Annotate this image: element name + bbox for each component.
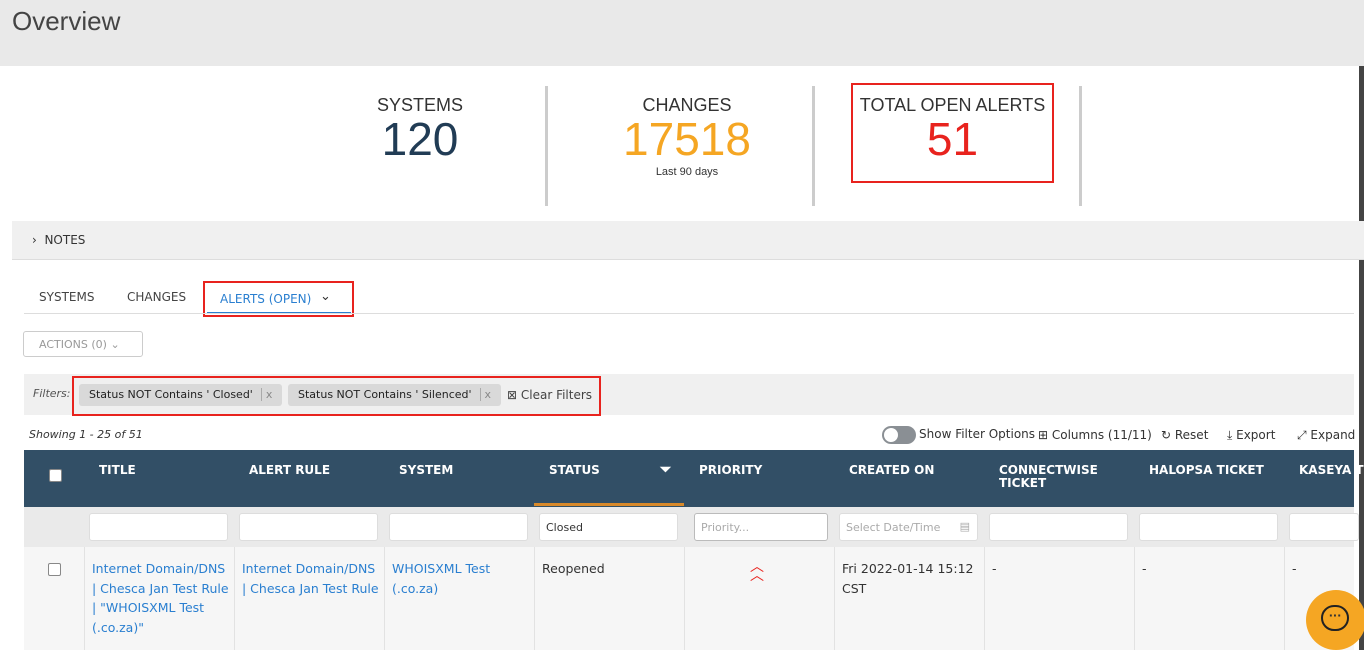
filters-label: Filters: — [33, 387, 71, 400]
date-placeholder: Select Date/Time — [846, 521, 941, 534]
column-kaseya-ticket[interactable]: KASEYA TICKET — [1299, 463, 1364, 477]
system-filter-input[interactable] — [389, 513, 528, 541]
stat-label: TOTAL OPEN ALERTS — [859, 95, 1046, 115]
table-row[interactable]: Internet Domain/DNS | Chesca Jan Test Ru… — [24, 547, 1354, 650]
chat-icon: ··· — [1321, 605, 1349, 631]
status-cell: Reopened — [542, 561, 605, 576]
divider — [1079, 86, 1082, 206]
chevron-down-icon: ⌄ — [110, 338, 120, 351]
stat-changes[interactable]: CHANGES 17518 Last 90 days — [587, 95, 787, 178]
divider — [545, 86, 548, 206]
window-edge — [1359, 66, 1364, 650]
filter-icon[interactable]: ⏷ — [660, 462, 672, 478]
reset-button[interactable]: ↻ Reset — [1161, 428, 1208, 442]
connectwise-cell: - — [992, 561, 997, 576]
grid-icon: ⊞ — [1038, 428, 1052, 442]
download-icon: ⤓ — [1227, 428, 1237, 442]
halopsa-filter-input[interactable] — [1139, 513, 1278, 541]
remove-filter-icon[interactable]: x — [479, 388, 492, 401]
columns-label: Columns (11/11) — [1051, 428, 1152, 442]
export-label: Export — [1236, 428, 1276, 442]
actions-label: ACTIONS (0) — [39, 338, 107, 351]
status-filter-input[interactable]: Closed — [539, 513, 678, 541]
column-connectwise-ticket[interactable]: CONNECTWISE TICKET — [999, 463, 1098, 490]
chevron-right-icon: › — [32, 233, 45, 247]
select-all-checkbox[interactable] — [49, 469, 62, 482]
sorted-column-indicator — [534, 503, 684, 506]
filter-chip[interactable]: Status NOT Contains ' Silenced' x — [288, 384, 502, 406]
column-priority[interactable]: PRIORITY — [699, 463, 763, 477]
stat-value: 120 — [381, 113, 459, 165]
column-status[interactable]: STATUS — [549, 463, 600, 477]
column-filter-row: Closed Priority... Select Date/Time ▤ — [24, 507, 1359, 547]
page-header: Overview — [0, 0, 1364, 66]
filter-chip[interactable]: Status NOT Contains ' Closed' x — [79, 384, 283, 406]
tab-changes[interactable]: CHANGES — [127, 290, 187, 304]
notes-label: NOTES — [44, 233, 86, 247]
export-button[interactable]: ⤓ Export — [1227, 428, 1275, 443]
column-created-on[interactable]: CREATED ON — [849, 463, 935, 477]
stat-label: SYSTEMS — [376, 95, 464, 115]
tab-divider — [24, 313, 1354, 314]
clear-filters-label: Clear Filters — [520, 388, 593, 402]
expand-label: Expand — [1310, 428, 1356, 442]
priority-high-icon: ︿ ︿ — [750, 559, 764, 584]
reset-label: Reset — [1174, 428, 1209, 442]
stat-value: 51 — [926, 113, 979, 165]
stat-value: 17518 — [623, 113, 751, 165]
title-filter-input[interactable] — [89, 513, 228, 541]
tab-systems[interactable]: SYSTEMS — [39, 290, 95, 304]
stat-systems[interactable]: SYSTEMS 120 — [320, 95, 520, 162]
column-halopsa-ticket[interactable]: HALOPSA TICKET — [1149, 463, 1264, 477]
kaseya-filter-input[interactable] — [1289, 513, 1359, 541]
stat-sub: Last 90 days — [655, 166, 719, 178]
column-title[interactable]: TITLE — [99, 463, 136, 477]
columns-button[interactable]: ⊞ Columns (11/11) — [1038, 428, 1152, 442]
created-on-cell: Fri 2022-01-14 15:12 CST — [842, 561, 974, 596]
kaseya-cell: - — [1292, 561, 1297, 576]
clear-filters-button[interactable]: ⊠ Clear Filters — [507, 388, 592, 402]
active-filters-highlight — [72, 376, 601, 416]
alert-rule-filter-input[interactable] — [239, 513, 378, 541]
pagination-info: Showing 1 - 25 of 51 — [29, 428, 143, 441]
system-link[interactable]: WHOISXML Test (.co.za) — [392, 561, 491, 596]
calendar-icon: ▤ — [959, 520, 970, 533]
page-title: Overview — [12, 6, 121, 36]
chip-label: Status NOT Contains ' Silenced' — [298, 388, 472, 401]
chat-button[interactable]: ··· — [1306, 590, 1364, 650]
column-alert-rule[interactable]: ALERT RULE — [249, 463, 331, 477]
divider — [812, 86, 815, 206]
connectwise-filter-input[interactable] — [989, 513, 1128, 541]
chevron-down-icon: ⌄ — [320, 289, 331, 304]
expand-icon: ⤢ — [1297, 428, 1311, 442]
remove-filter-icon[interactable]: x — [260, 388, 273, 401]
expand-button[interactable]: ⤢ Expand — [1297, 428, 1355, 443]
stat-total-open-alerts[interactable]: TOTAL OPEN ALERTS 51 — [851, 83, 1054, 183]
priority-filter-input[interactable]: Priority... — [694, 513, 828, 541]
actions-dropdown[interactable]: ACTIONS (0) ⌄ — [23, 331, 143, 357]
row-checkbox[interactable] — [48, 563, 61, 576]
tab-label: ALERTS (OPEN) — [220, 292, 312, 306]
table-header: TITLE ALERT RULE SYSTEM STATUS ⏷ PRIORIT… — [24, 450, 1364, 507]
halopsa-cell: - — [1142, 561, 1147, 576]
refresh-icon: ↻ — [1161, 428, 1175, 442]
date-filter-input[interactable]: Select Date/Time ▤ — [839, 513, 978, 541]
stat-label: CHANGES — [642, 95, 732, 115]
close-box-icon: ⊠ — [507, 388, 521, 402]
chip-label: Status NOT Contains ' Closed' — [89, 388, 253, 401]
alert-rule-link[interactable]: Internet Domain/DNS | Chesca Jan Test Ru… — [242, 561, 379, 596]
notes-toggle[interactable]: › NOTES — [12, 221, 1364, 260]
column-system[interactable]: SYSTEM — [399, 463, 454, 477]
show-filter-options-label: Show Filter Options — [919, 427, 1036, 441]
alert-title-link[interactable]: Internet Domain/DNS | Chesca Jan Test Ru… — [92, 561, 229, 635]
show-filter-options-toggle[interactable] — [882, 426, 916, 444]
tab-alerts-open[interactable]: ALERTS (OPEN) ⌄ — [203, 281, 354, 317]
